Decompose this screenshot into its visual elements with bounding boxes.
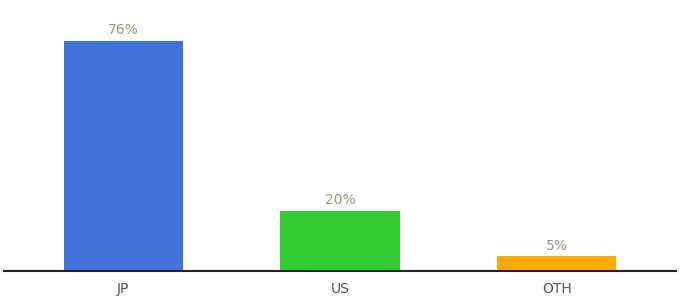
Text: 76%: 76% <box>108 23 139 37</box>
Text: 20%: 20% <box>324 193 356 207</box>
Bar <box>280 211 400 272</box>
Bar <box>64 40 183 272</box>
Text: 5%: 5% <box>546 238 568 253</box>
Bar <box>497 256 616 272</box>
